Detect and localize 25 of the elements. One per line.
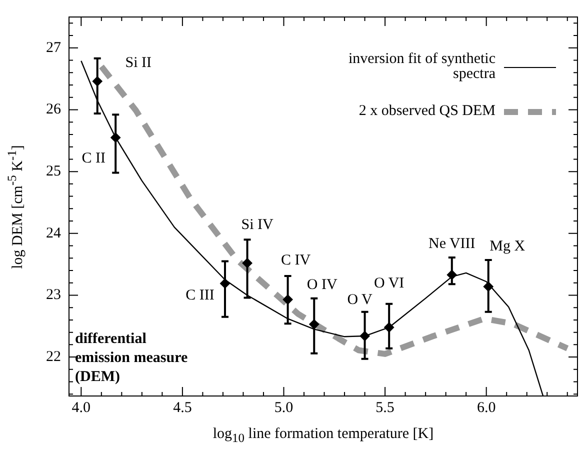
y-tick-label: 22 <box>46 348 61 365</box>
annotation: O IV <box>306 277 338 294</box>
x-tick-label: 4.5 <box>173 400 192 416</box>
annotation: Si II <box>125 55 152 72</box>
legend-label: 2 x observed QS DEM <box>358 103 496 119</box>
y-tick-label: 27 <box>46 40 62 56</box>
annotation: O V <box>347 292 373 308</box>
annotation: C III <box>186 287 214 304</box>
y-tick-label: 26 <box>46 102 62 118</box>
y-tick-label: 23 <box>46 287 61 304</box>
annotation: Ne VIII <box>428 236 476 252</box>
annotation: Si IV <box>241 217 274 234</box>
x-tick-label: 5.5 <box>376 400 394 416</box>
x-tick-label: 6.0 <box>476 400 496 416</box>
annotation: differential emission measure (DEM) <box>75 330 189 387</box>
y-tick-label: 25 <box>46 164 61 180</box>
x-tick-label: 4.0 <box>72 400 91 416</box>
x-tick-label: 5.0 <box>274 400 294 416</box>
y-tick-label: 24 <box>46 225 62 242</box>
legend-label: inversion fit of synthetic spectra <box>347 51 496 82</box>
annotation: Mg X <box>490 238 526 255</box>
x-axis-title: log$_{10}$ line formation temperature [K] <box>212 426 434 446</box>
annotation: C II <box>82 150 106 166</box>
annotation: C IV <box>281 252 311 268</box>
annotation: O VI <box>374 275 404 292</box>
